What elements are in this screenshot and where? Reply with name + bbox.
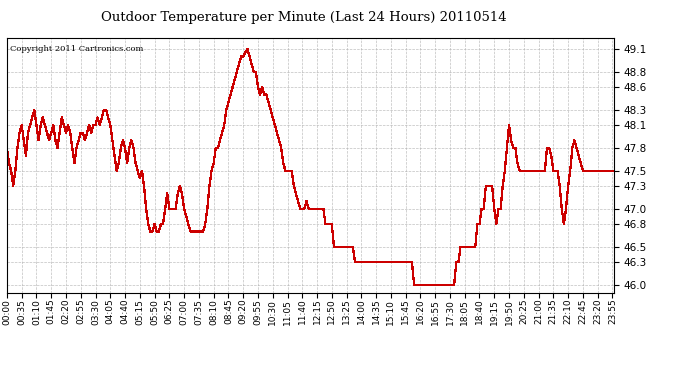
Text: Outdoor Temperature per Minute (Last 24 Hours) 20110514: Outdoor Temperature per Minute (Last 24 …	[101, 11, 506, 24]
Text: Copyright 2011 Cartronics.com: Copyright 2011 Cartronics.com	[10, 45, 144, 53]
